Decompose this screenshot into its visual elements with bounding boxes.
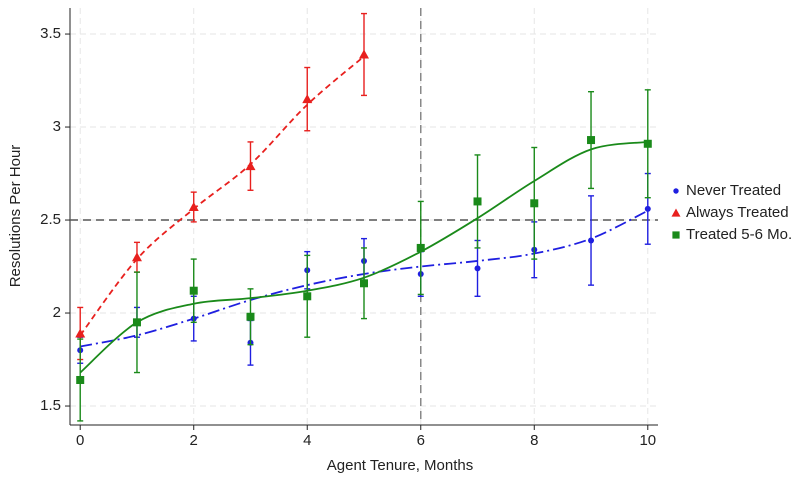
y-tick-label: 3.5: [40, 25, 61, 42]
point: [530, 199, 539, 208]
x-tick-label: 0: [76, 432, 84, 449]
point: [132, 318, 141, 327]
point: [359, 49, 369, 59]
x-tick-label: 2: [190, 432, 198, 449]
point: [189, 286, 198, 295]
y-axis-label: Resolutions Per Hour: [7, 145, 24, 288]
x-tick-label: 8: [530, 432, 538, 449]
point: [131, 252, 142, 262]
y-tick-label: 2: [53, 304, 61, 321]
fit-line: [79, 55, 365, 336]
point: [588, 237, 595, 244]
point: [302, 94, 313, 104]
y-tick-label: 3: [53, 118, 61, 135]
point: [643, 139, 652, 148]
y-tick-label: 1.5: [40, 397, 61, 414]
x-axis-label: Agent Tenure, Months: [327, 457, 473, 474]
point: [75, 328, 86, 338]
point: [416, 243, 425, 252]
point: [188, 202, 199, 212]
point: [303, 292, 312, 301]
y-tick-label: 2.5: [40, 211, 61, 228]
legend-label: Always Treated: [686, 204, 789, 221]
x-tick-label: 10: [639, 432, 656, 449]
x-tick-label: 4: [303, 432, 311, 449]
point: [587, 136, 596, 145]
point: [474, 265, 481, 272]
point: [473, 197, 482, 206]
legend-marker: [673, 188, 679, 194]
point: [644, 205, 651, 212]
legend-label: Never Treated: [686, 182, 781, 199]
point: [245, 161, 256, 171]
point: [360, 279, 368, 288]
legend-marker: [671, 208, 681, 217]
legend-label: Treated 5-6 Mo.: [686, 226, 792, 243]
x-tick-label: 6: [417, 432, 425, 449]
point: [246, 312, 255, 321]
legend-marker: [672, 231, 680, 239]
point: [76, 375, 85, 384]
